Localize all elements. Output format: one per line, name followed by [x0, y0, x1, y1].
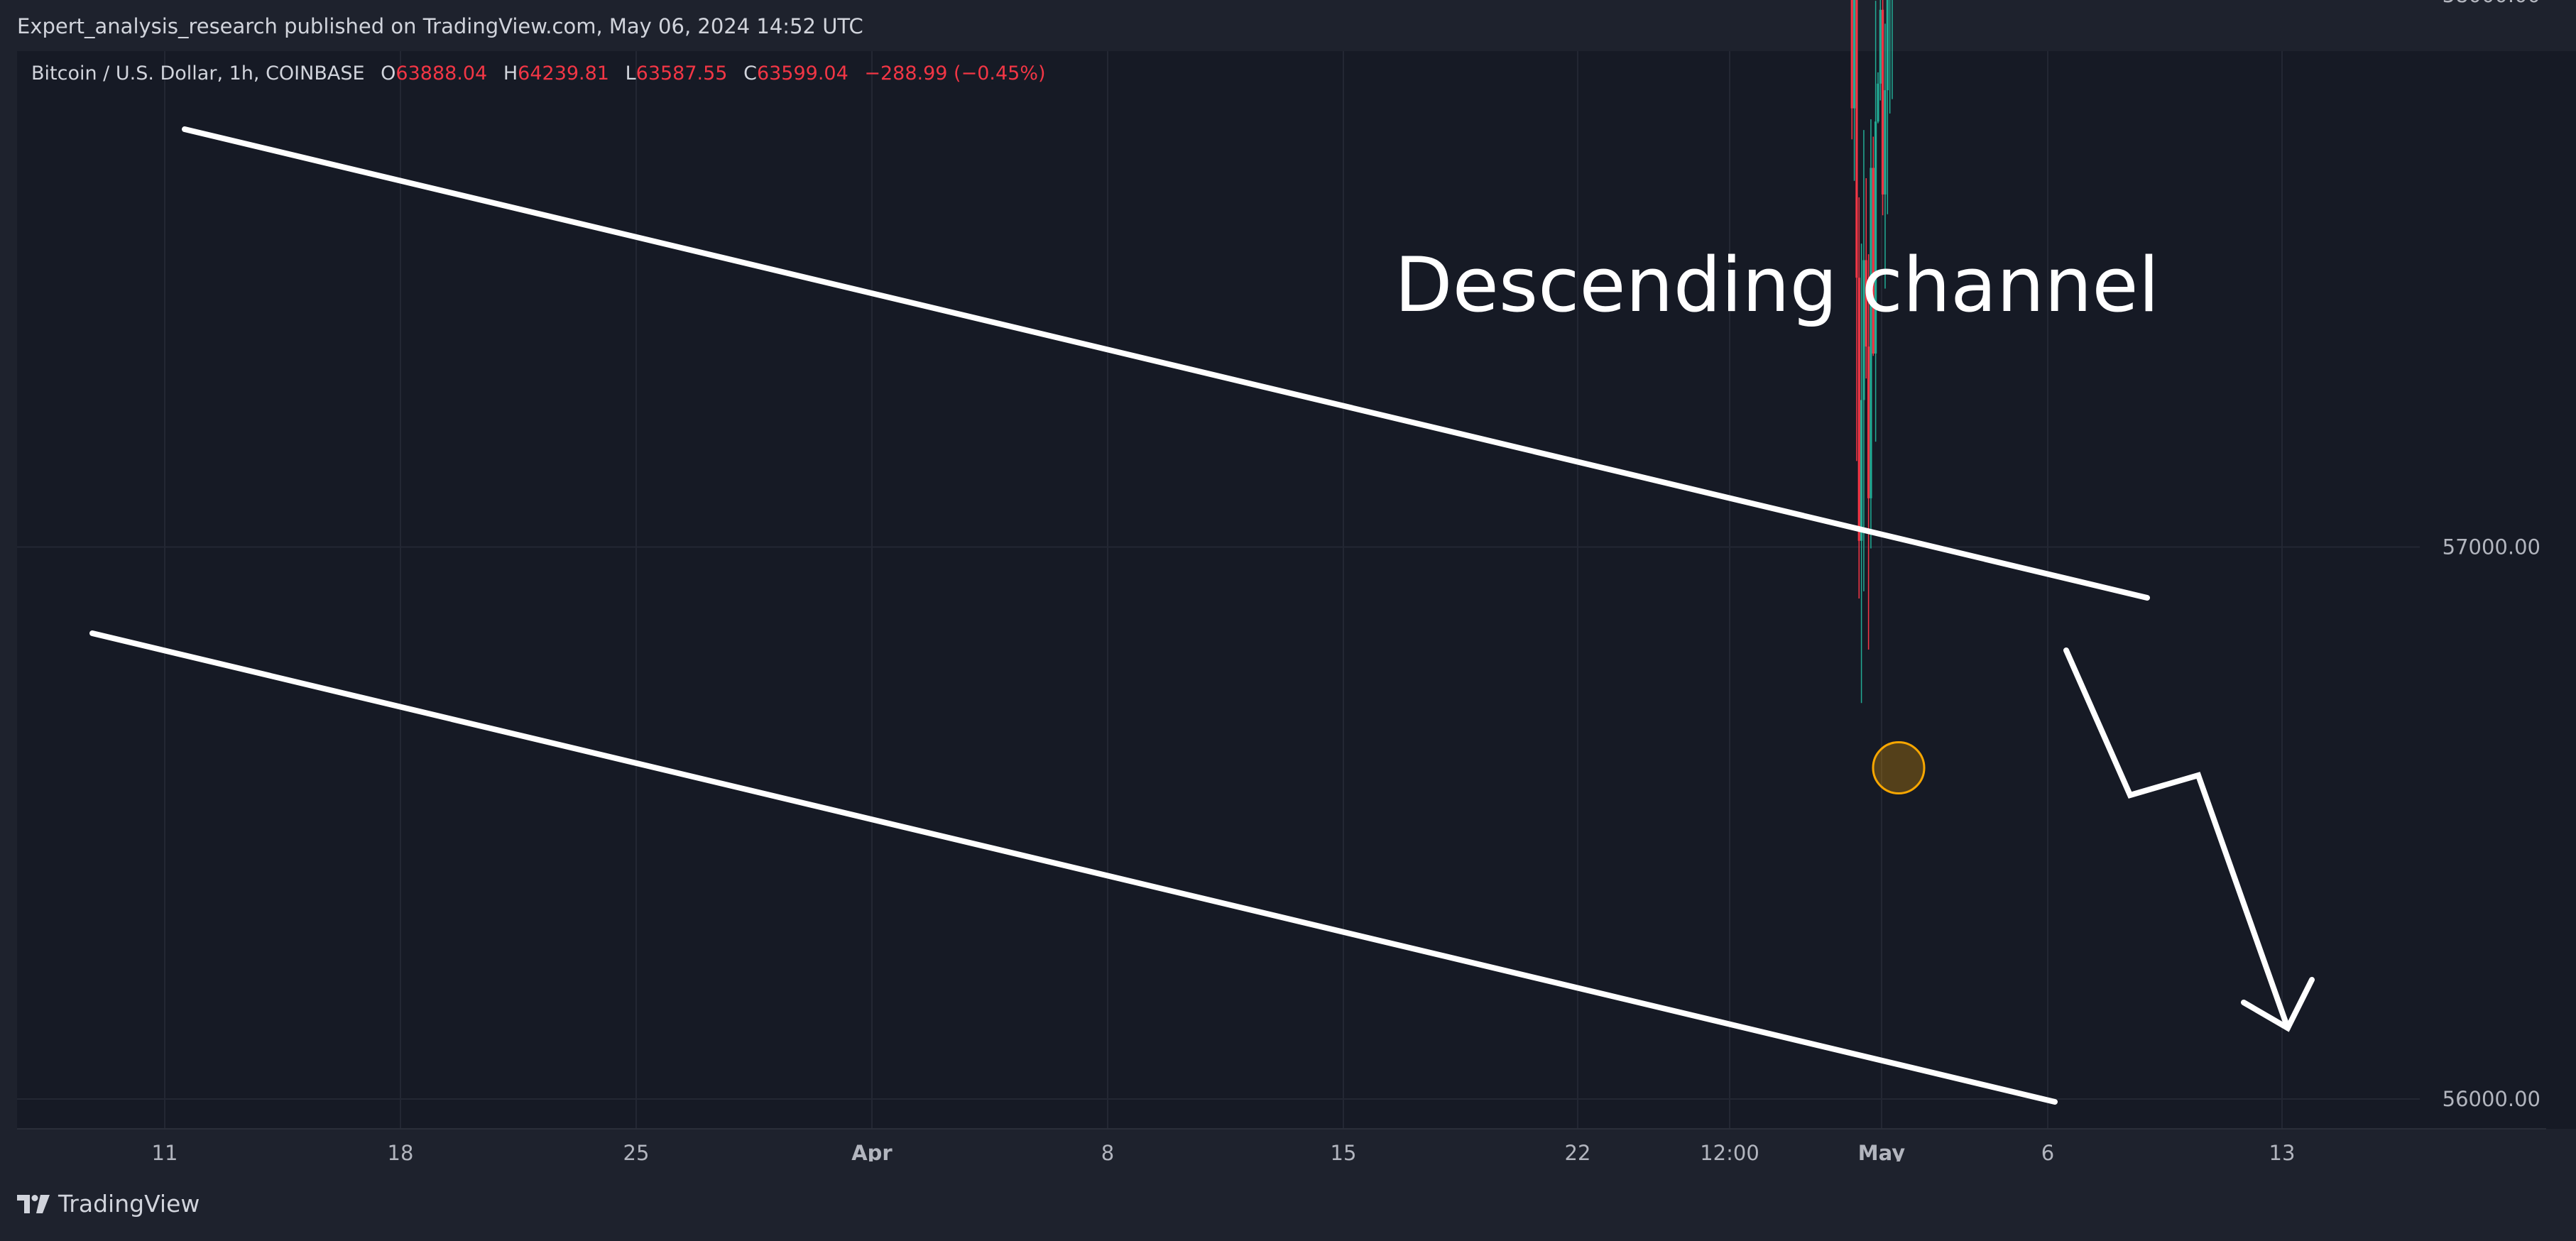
footer-bar	[0, 1161, 2576, 1241]
grid	[17, 51, 2420, 1129]
tradingview-logo-icon	[17, 1194, 50, 1213]
upper-channel-line[interactable]	[182, 126, 2150, 601]
time-tick-label: 6	[2041, 1141, 2054, 1165]
time-tick-label: 18	[388, 1141, 414, 1165]
time-tick-label: 13	[2269, 1141, 2296, 1165]
high-label: H	[503, 62, 518, 84]
price-tick-label: 57000.00	[2443, 535, 2540, 559]
symbol-name: Bitcoin / U.S. Dollar, 1h, COINBASE	[31, 62, 365, 84]
price-axis-background	[2420, 51, 2576, 1129]
candle-body	[1852, 0, 1856, 109]
candle-body	[1879, 9, 1882, 84]
time-tick-label: Apr	[851, 1141, 893, 1165]
time-tick-label: 25	[623, 1141, 650, 1165]
time-tick-label: 22	[1565, 1141, 1591, 1165]
open-value: 63888.04	[395, 62, 488, 84]
projection-arrow-path[interactable]	[2063, 647, 2291, 1031]
high-value: 64239.81	[518, 62, 609, 84]
candle-body	[1877, 83, 1879, 122]
time-axis[interactable]: 11 18 25 Apr 8 15 22 12:00 May 6 13	[17, 1128, 2546, 1165]
time-tick-label: May	[1858, 1141, 1906, 1165]
drawings[interactable]	[89, 0, 2315, 1105]
candle-body	[1872, 168, 1874, 354]
close-value: 63599.04	[756, 62, 848, 84]
time-tick-label: 8	[1101, 1141, 1114, 1165]
symbol-legend: Bitcoin / U.S. Dollar, 1h, COINBASE O638…	[31, 62, 1046, 84]
projection-arrow-head[interactable]	[2241, 977, 2315, 1032]
time-tick-label: 11	[152, 1141, 178, 1165]
open-label: O	[381, 62, 396, 84]
candle-body	[1857, 278, 1860, 541]
touch-point-marker[interactable]	[1872, 741, 1926, 794]
candle-body	[1855, 0, 1858, 278]
close-label: C	[743, 62, 757, 84]
candle-body	[1886, 0, 1889, 91]
chart-background	[17, 51, 2546, 1129]
low-value: 63587.55	[635, 62, 728, 84]
change-value: −288.99 (−0.45%)	[864, 62, 1046, 84]
time-tick-label: 12:00	[1700, 1141, 1759, 1165]
candle-body	[1865, 260, 1867, 347]
candle-body	[1884, 90, 1887, 195]
price-axis[interactable]: 75000.0074000.0073000.0072000.0071000.00…	[2443, 0, 2540, 1111]
candle-body	[1867, 346, 1870, 498]
time-tick-label: 15	[1331, 1141, 1357, 1165]
publish-info-text: Expert_analysis_research published on Tr…	[17, 14, 863, 38]
candle-body	[1862, 260, 1865, 400]
lower-channel-line[interactable]	[89, 630, 2058, 1105]
price-tick-label: 56000.00	[2443, 1087, 2540, 1111]
descending-channel-label[interactable]: Descending channel	[1395, 241, 2160, 329]
tradingview-logo[interactable]: TradingView	[17, 1190, 200, 1218]
publish-header: Expert_analysis_research published on Tr…	[0, 0, 2576, 51]
tradingview-logo-text: TradingView	[58, 1190, 200, 1218]
candle-body	[1874, 121, 1877, 354]
candle-body	[1870, 168, 1872, 498]
low-label: L	[625, 62, 636, 84]
candle-body	[1882, 9, 1884, 195]
price-tick-label: 58000.00	[2443, 0, 2540, 7]
candle-body	[1860, 400, 1863, 541]
candle-body	[1850, 0, 1853, 109]
